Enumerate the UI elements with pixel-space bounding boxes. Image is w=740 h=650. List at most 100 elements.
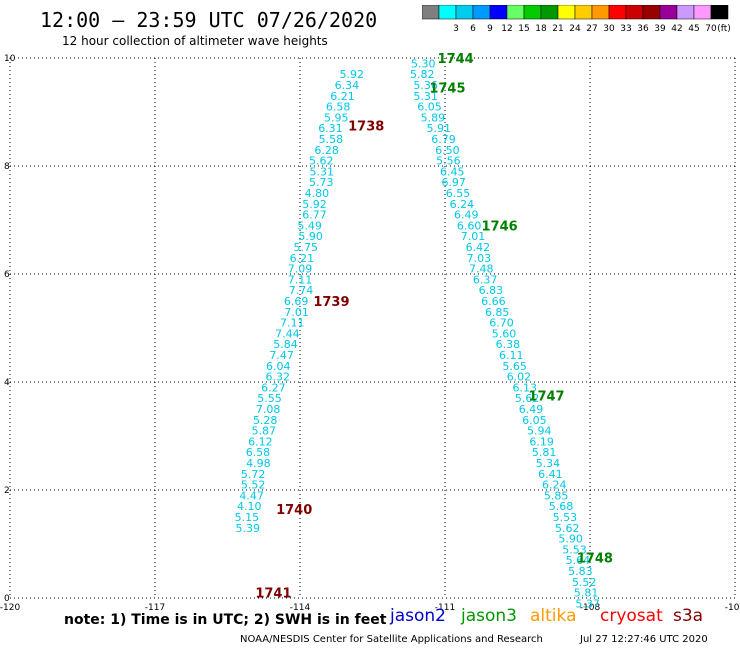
wave-height-value: 6.34	[335, 79, 360, 92]
wave-height-value: 4.47	[239, 489, 264, 502]
wave-height-value: 5.34	[536, 457, 561, 470]
wave-height-value: 5.81	[574, 587, 599, 600]
pass-time-label: 1748	[577, 552, 613, 567]
pass-time-label: 1747	[528, 390, 564, 405]
color-scale-label: 33	[620, 24, 631, 34]
wave-height-value: 5.55	[257, 392, 282, 405]
wave-height-value: 6.37	[473, 273, 498, 286]
color-scale-label: 70	[705, 24, 717, 34]
lat-tick-label: 6	[4, 270, 10, 280]
pass-time-label: 1741	[255, 587, 291, 602]
mission-s3a: s3a	[673, 606, 704, 626]
wave-height-value: 5.49	[297, 219, 322, 232]
wave-height-value: 5.52	[572, 576, 597, 589]
lon-tick-label: -117	[145, 603, 165, 613]
color-scale-label: 24	[569, 24, 581, 34]
pass-time-label: 1746	[482, 219, 518, 234]
color-scale-label: 15	[518, 24, 529, 34]
wave-height-value: 6.32	[266, 371, 291, 384]
wave-height-value: 6.60	[457, 219, 482, 232]
lon-tick-label: -111	[435, 603, 455, 613]
color-scale-label: 42	[671, 24, 682, 34]
wave-height-value: 5.60	[492, 327, 517, 340]
wave-height-value: 5.28	[253, 414, 278, 427]
wave-height-value: 5.31	[413, 90, 438, 103]
wave-height-value: 6.13	[513, 381, 538, 394]
mission-jason2: jason2	[390, 606, 446, 626]
wave-height-value: 5.94	[527, 425, 552, 438]
wave-height-value: 7.44	[275, 327, 300, 340]
lon-tick-label: -108	[580, 603, 601, 613]
wave-height-value: 6.97	[441, 176, 466, 189]
wave-height-value: 6.31	[318, 122, 343, 135]
wave-height-value: 5.56	[436, 155, 461, 168]
wave-height-value: 5.30	[411, 57, 436, 70]
wave-height-value: 5.92	[339, 68, 364, 81]
wave-height-value: 5.95	[324, 111, 349, 124]
color-scale-swatch	[710, 5, 729, 20]
wave-height-value: 6.66	[481, 295, 506, 308]
wave-height-value: 5.52	[241, 479, 266, 492]
color-scale-label: 12	[501, 24, 512, 34]
wave-height-value: 5.82	[410, 68, 435, 81]
color-scale-label: 30	[603, 24, 615, 34]
wave-height-value: 5.90	[298, 230, 323, 243]
pass-time-label: 1740	[276, 503, 312, 518]
wave-height-value: 6.42	[466, 241, 491, 254]
pass-time-label: 1745	[429, 82, 465, 97]
color-scale-label: 39	[654, 24, 666, 34]
wave-height-value: 4.10	[237, 500, 262, 513]
generated-timestamp: Jul 27 12:27:46 UTC 2020	[580, 634, 708, 645]
color-scale-label: 45	[688, 24, 699, 34]
lat-tick-label: 8	[4, 162, 10, 172]
wave-height-value: 5.37	[575, 597, 600, 610]
wave-height-value: 6.77	[302, 209, 327, 222]
pass-time-label: 1744	[438, 52, 474, 67]
wave-height-value: 6.83	[479, 284, 504, 297]
wave-height-value: 5.89	[421, 111, 446, 124]
wave-height-value: 6.24	[542, 479, 567, 492]
wave-height-value: 6.50	[435, 144, 460, 157]
lat-tick-label: 0	[4, 594, 10, 604]
wave-height-value: 5.90	[558, 533, 583, 546]
wave-height-value: 6.24	[450, 198, 475, 211]
wave-height-value: 6.58	[246, 446, 271, 459]
wave-height-value: 5.39	[236, 522, 261, 535]
color-scale-label: 3	[453, 24, 459, 34]
wave-height-value: 5.53	[553, 511, 578, 524]
wave-height-value: 6.85	[485, 306, 510, 319]
wave-height-value: 6.28	[314, 144, 339, 157]
wave-height-value: 5.36	[413, 79, 438, 92]
wave-height-value: 6.21	[330, 90, 355, 103]
wave-height-value: 5.72	[241, 468, 266, 481]
wave-height-value: 6.12	[248, 435, 273, 448]
wave-height-value: 5.91	[426, 122, 451, 135]
agency-credit: NOAA/NESDIS Center for Satellite Applica…	[240, 634, 543, 645]
wave-height-value: 5.65	[502, 360, 527, 373]
lon-tick-label: -120	[0, 603, 20, 613]
wave-height-value: 7.11	[288, 273, 313, 286]
wave-height-value: 5.81	[532, 446, 557, 459]
wave-height-value: 6.70	[489, 317, 514, 330]
wave-height-value: 7.03	[467, 252, 492, 265]
wave-height-value: 6.55	[446, 187, 471, 200]
color-scale-label: 21	[552, 24, 563, 34]
color-scale-label: 9	[487, 24, 493, 34]
lat-tick-label: 2	[4, 486, 10, 496]
wave-height-value: 7.08	[256, 403, 281, 416]
page-title: 12:00 – 23:59 UTC 07/26/2020	[40, 8, 378, 32]
wave-height-value: 7.01	[284, 306, 309, 319]
wave-height-value: 7.48	[469, 263, 494, 276]
wave-height-value: 5.68	[549, 500, 574, 513]
wave-height-value: 6.49	[454, 209, 479, 222]
wave-height-value: 5.87	[252, 425, 277, 438]
wave-height-value: 7.01	[461, 230, 486, 243]
lat-tick-label: 10	[4, 54, 16, 64]
wave-height-value: 5.85	[544, 489, 569, 502]
wave-height-value: 4.98	[246, 457, 271, 470]
wave-height-value: 5.73	[309, 176, 334, 189]
wave-height-value: 7.47	[269, 349, 294, 362]
wave-height-value: 5.84	[273, 338, 298, 351]
wave-height-value: 6.11	[499, 349, 524, 362]
